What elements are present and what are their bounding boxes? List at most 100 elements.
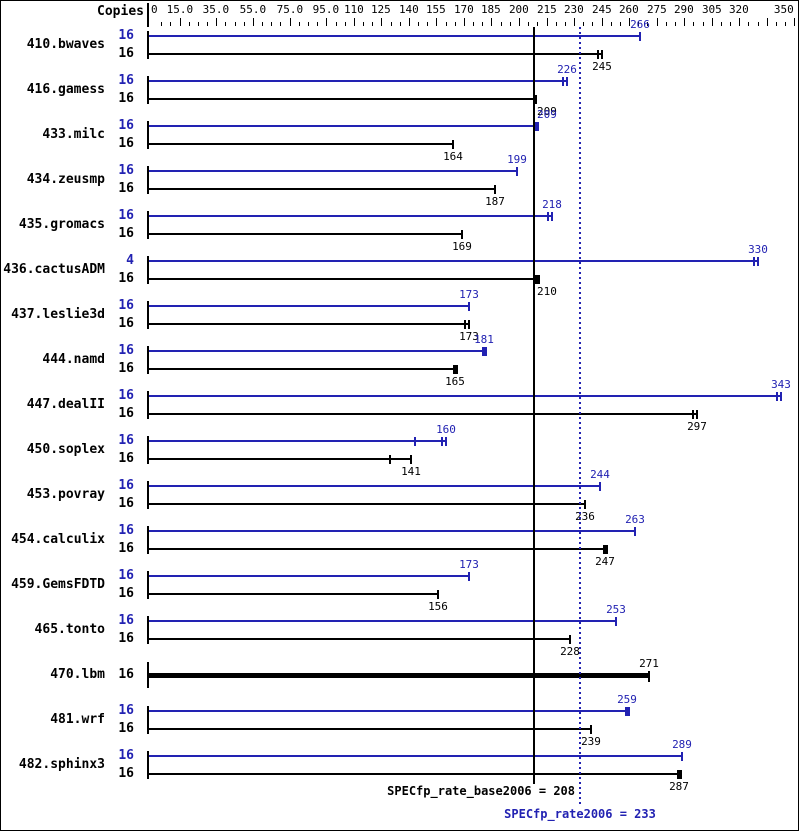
bar-value-label: 228 — [560, 645, 580, 658]
bar-value-label: 164 — [443, 150, 463, 163]
axis-tick — [629, 18, 630, 26]
bar-error-tick — [692, 410, 694, 419]
bar-value-label: 253 — [606, 603, 626, 616]
bar-end-cap — [634, 527, 636, 536]
axis-tick — [556, 22, 557, 26]
bar-end-cap — [590, 725, 592, 734]
benchmark-name: 434.zeusmp — [26, 172, 105, 187]
axis-tick — [381, 18, 382, 26]
copies-value: 16 — [118, 523, 134, 538]
bar-error-tick — [597, 50, 599, 59]
result-bar — [149, 368, 455, 370]
axis-tick — [290, 18, 291, 26]
result-bar — [149, 710, 627, 712]
axis-tick — [510, 22, 511, 26]
result-bar — [149, 35, 640, 37]
bar-error-tick — [562, 77, 564, 86]
copies-value: 16 — [118, 208, 134, 223]
axis-tick — [225, 22, 226, 26]
bar-end-cap — [639, 32, 641, 41]
axis-tick — [758, 22, 759, 26]
copies-value: 16 — [118, 748, 134, 763]
copies-value: 16 — [118, 46, 134, 61]
row-axis-bracket — [147, 211, 149, 239]
copies-value: 16 — [118, 478, 134, 493]
bar-value-label: 187 — [485, 195, 505, 208]
copies-value: 16 — [118, 226, 134, 241]
axis-tick — [189, 22, 190, 26]
result-bar — [149, 278, 537, 280]
axis-tick — [391, 22, 392, 26]
copies-value: 16 — [118, 298, 134, 313]
bar-end-cap — [780, 392, 782, 401]
result-bar — [149, 260, 758, 262]
benchmark-name: 435.gromacs — [18, 217, 105, 232]
axis-tick-label: 260 — [618, 3, 639, 16]
result-bar — [149, 323, 469, 325]
axis-tick — [207, 22, 208, 26]
result-bar — [149, 125, 536, 127]
axis-tick — [262, 22, 263, 26]
axis-tick — [794, 18, 795, 26]
bar-error-tick — [776, 392, 778, 401]
row-axis-bracket — [147, 526, 149, 554]
row-axis-bracket — [147, 662, 149, 688]
bar-end-cap — [494, 185, 496, 194]
benchmark-name: 433.milc — [42, 127, 105, 142]
copies-value: 16 — [118, 316, 134, 331]
row-axis-bracket — [147, 346, 149, 374]
axis-tick — [409, 18, 410, 26]
bar-end-cap — [603, 545, 608, 554]
axis-tick-label: 170 — [453, 3, 474, 16]
bar-end-cap — [584, 500, 586, 509]
axis-tick — [418, 22, 419, 26]
row-axis-bracket — [147, 436, 149, 464]
result-bar — [149, 413, 697, 415]
axis-tick-label: 75.0 — [276, 3, 304, 16]
base-reference-line — [533, 27, 535, 784]
row-axis-bracket — [147, 121, 149, 149]
axis-tick — [280, 22, 281, 26]
result-bar — [149, 638, 570, 640]
copies-value: 16 — [118, 586, 134, 601]
axis-tick — [336, 22, 337, 26]
axis-tick — [528, 22, 529, 26]
bar-value-label: 173 — [459, 330, 479, 343]
axis-tick-label: 140 — [398, 3, 419, 16]
bar-end-cap — [468, 320, 470, 329]
copies-value: 16 — [118, 541, 134, 556]
bar-end-cap — [615, 617, 617, 626]
benchmark-name: 459.GemsFDTD — [11, 577, 105, 592]
axis-tick — [235, 22, 236, 26]
benchmark-name: 482.sphinx3 — [18, 757, 105, 772]
row-axis-bracket — [147, 616, 149, 644]
axis-tick — [583, 22, 584, 26]
copies-value: 16 — [118, 451, 134, 466]
bar-value-label: 209 — [537, 108, 557, 121]
result-bar — [149, 233, 462, 235]
copies-value: 16 — [118, 703, 134, 718]
bar-value-label: 141 — [401, 465, 421, 478]
axis-tick-label: 275 — [646, 3, 667, 16]
bar-end-cap — [551, 212, 553, 221]
axis-tick — [482, 22, 483, 26]
bar-value-label: 263 — [625, 513, 645, 526]
copies-value: 16 — [118, 613, 134, 628]
axis-tick-label: 230 — [563, 3, 584, 16]
result-bar — [149, 673, 649, 678]
copies-value: 16 — [118, 28, 134, 43]
axis-tick — [537, 22, 538, 26]
bar-end-cap — [535, 95, 537, 104]
axis-tick — [565, 22, 566, 26]
result-bar — [149, 458, 411, 460]
bar-error-tick — [414, 437, 416, 446]
axis-tick — [308, 22, 309, 26]
bar-value-label: 160 — [436, 423, 456, 436]
axis-tick — [767, 18, 768, 26]
benchmark-name: 453.povray — [26, 487, 105, 502]
bar-value-label: 266 — [630, 18, 650, 31]
axis-tick — [354, 18, 355, 26]
result-bar — [149, 188, 495, 190]
result-bar — [149, 728, 591, 730]
